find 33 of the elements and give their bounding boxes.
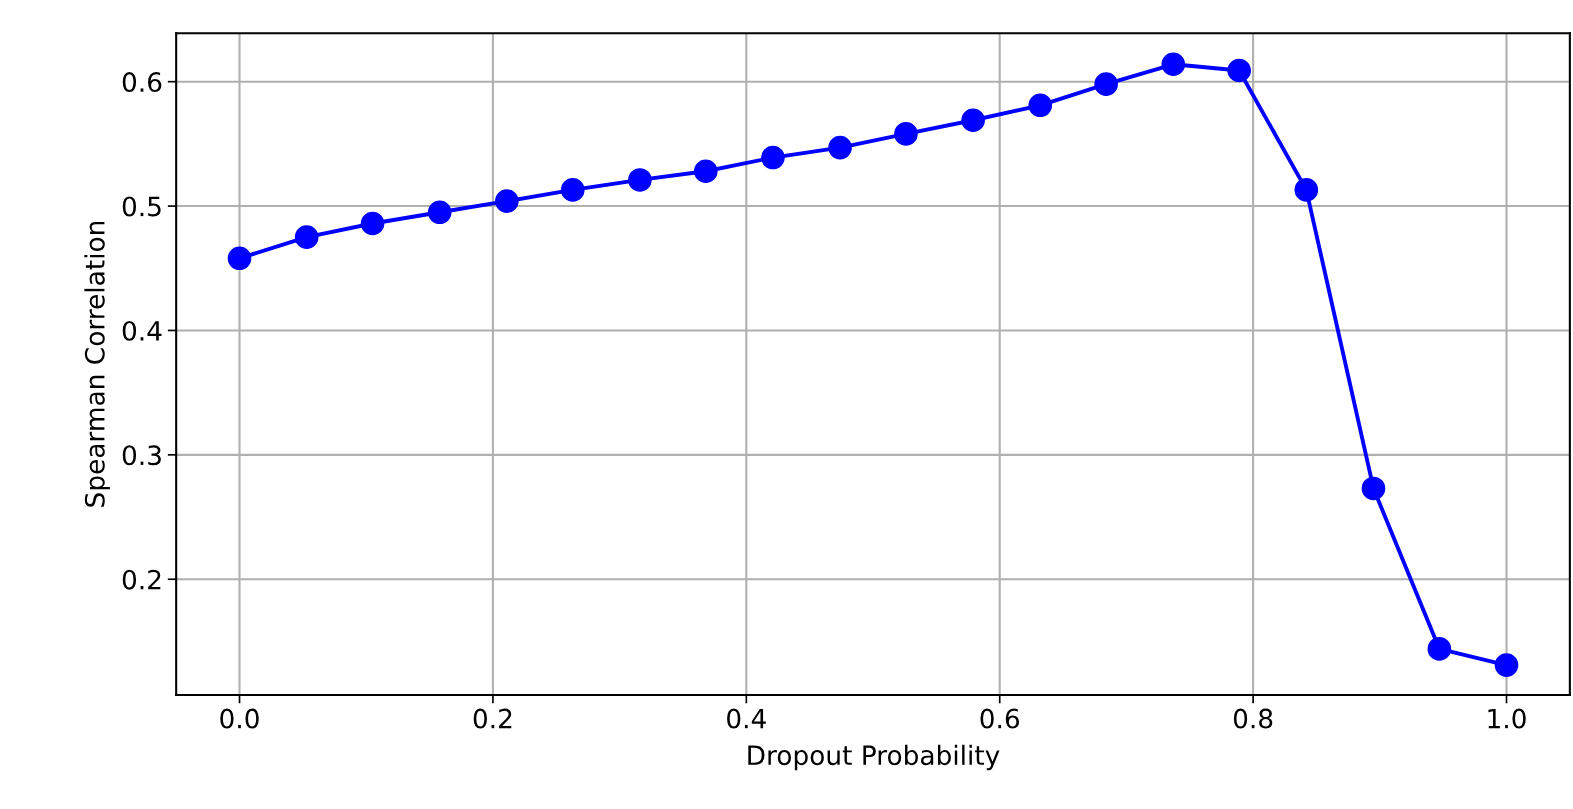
y-tick-label: 0.6 [122, 72, 162, 93]
point [894, 122, 918, 146]
point [1028, 93, 1053, 118]
x-axis-title: Dropout Probability [748, 744, 1000, 771]
point [560, 178, 585, 202]
point [961, 108, 985, 133]
x-tick-label: 0.4 [727, 708, 766, 729]
x-tick-label: 1.0 [1488, 708, 1526, 729]
x-tick-label: 0.6 [980, 708, 1020, 729]
x-tick-label: 0.2 [473, 708, 512, 729]
point [427, 200, 452, 225]
point [227, 246, 252, 271]
y-tick-label: 0.3 [122, 445, 161, 466]
y-tick-label: 0.2 [122, 569, 161, 590]
point [628, 168, 652, 192]
point [1227, 58, 1251, 83]
point [693, 159, 718, 184]
point [360, 211, 385, 236]
point [1294, 178, 1319, 202]
point [1361, 476, 1386, 501]
point [1161, 52, 1186, 77]
x-tick-label: 0.0 [220, 708, 259, 729]
point [495, 189, 519, 213]
point [761, 145, 785, 170]
point [1427, 637, 1452, 661]
point [1094, 72, 1118, 96]
y-tick-label: 0.5 [122, 196, 161, 217]
point [1494, 653, 1519, 677]
point [828, 135, 852, 160]
x-tick-label: 0.8 [1233, 708, 1273, 729]
y-axis-title: Spearman Correlation [84, 221, 110, 507]
point [294, 225, 319, 249]
y-tick-label: 0.4 [122, 320, 162, 341]
